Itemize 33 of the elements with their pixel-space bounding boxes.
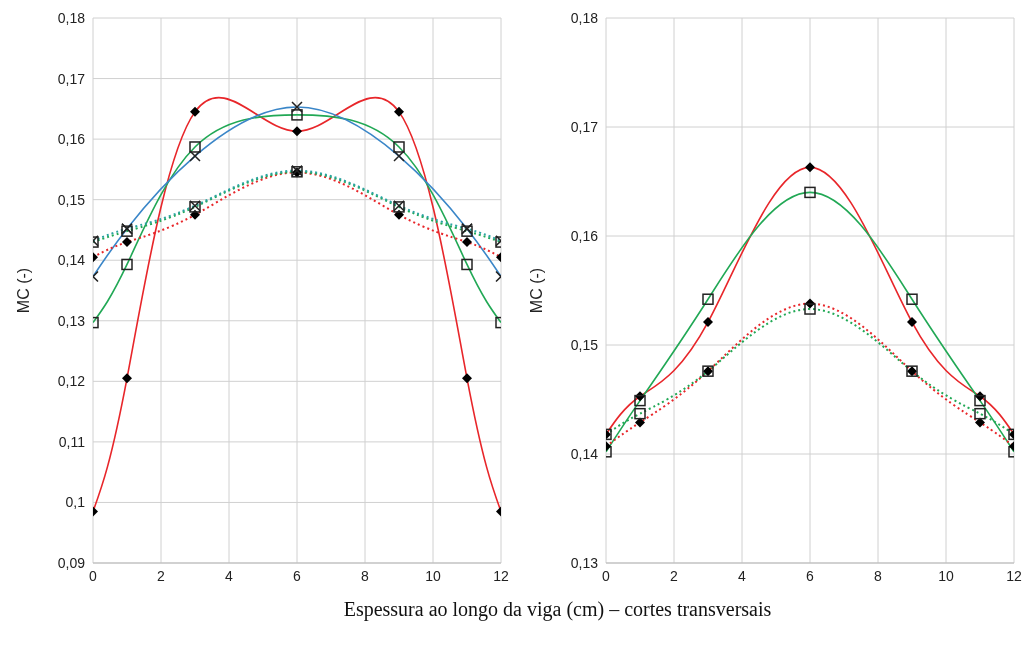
y-axis-title: MC (-) — [14, 267, 32, 314]
y-tick-label: 0,15 — [570, 336, 599, 353]
y-axis-title: MC (-) — [527, 267, 545, 314]
y-tick-label: 0,09 — [57, 554, 86, 571]
x-tick-label: 10 — [938, 567, 954, 584]
x-tick-label: 8 — [361, 567, 370, 584]
y-tick-label: 0,16 — [570, 227, 599, 244]
x-tick-label: 6 — [806, 567, 815, 584]
x-tick-label: 12 — [493, 567, 509, 584]
y-tick-label: 0,18 — [570, 9, 599, 26]
x-tick-label: 0 — [89, 567, 98, 584]
x-tick-label: 8 — [874, 567, 883, 584]
x-tick-label: 12 — [1006, 567, 1022, 584]
y-tick-label: 0,14 — [57, 252, 86, 269]
y-tick-label: 0,18 — [57, 9, 86, 26]
x-tick-label: 6 — [293, 567, 302, 584]
y-tick-label: 0,1 — [65, 494, 86, 511]
y-tick-label: 0,15 — [57, 191, 86, 208]
x-tick-label: 0 — [602, 567, 611, 584]
x-tick-label: 4 — [738, 567, 747, 584]
y-tick-label: 0,12 — [57, 373, 86, 390]
y-tick-label: 0,17 — [570, 118, 599, 135]
x-tick-label: 2 — [157, 567, 166, 584]
y-tick-label: 0,16 — [57, 131, 86, 148]
x-tick-label: 10 — [425, 567, 441, 584]
y-tick-label: 0,13 — [57, 312, 86, 329]
y-tick-label: 0,17 — [57, 70, 86, 87]
y-tick-label: 0,11 — [58, 433, 86, 450]
x-tick-label: 4 — [225, 567, 234, 584]
y-tick-label: 0,13 — [570, 554, 599, 571]
x-axis-title: Espessura ao longo da viga (cm) – cortes transversais — [342, 598, 773, 621]
x-tick-label: 2 — [670, 567, 679, 584]
y-tick-label: 0,14 — [570, 445, 599, 462]
